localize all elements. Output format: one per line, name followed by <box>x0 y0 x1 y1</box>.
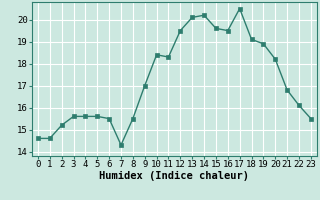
X-axis label: Humidex (Indice chaleur): Humidex (Indice chaleur) <box>100 171 249 181</box>
